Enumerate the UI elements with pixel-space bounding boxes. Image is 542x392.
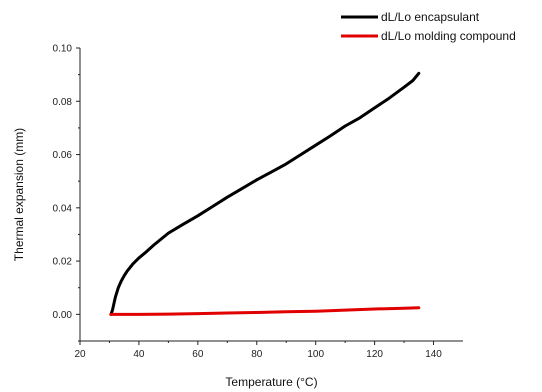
y-tick-label: 0.10 — [53, 44, 73, 55]
x-tick-label: 80 — [251, 349, 263, 360]
y-tick-label: 0.06 — [53, 150, 73, 161]
y-tick-label: 0.08 — [53, 97, 73, 108]
y-axis-title: Thermal expansion (mm) — [12, 128, 26, 261]
x-tick-label: 140 — [425, 349, 442, 360]
y-tick-label: 0.04 — [53, 203, 73, 214]
x-axis-title: Temperature (°C) — [225, 375, 317, 389]
legend: dL/Lo encapsulant dL/Lo molding compound — [341, 10, 516, 43]
x-tick-label: 20 — [74, 349, 86, 360]
legend-label: dL/Lo molding compound — [381, 29, 516, 43]
series-line — [109, 71, 421, 316]
x-tick-label: 100 — [307, 349, 324, 360]
legend-label: dL/Lo encapsulant — [381, 10, 480, 24]
plot-frame — [79, 48, 463, 342]
x-tick-label: 60 — [192, 349, 204, 360]
x-tick-label: 40 — [133, 349, 145, 360]
x-tick-label: 120 — [366, 349, 383, 360]
y-tick-label: 0.02 — [53, 257, 73, 268]
series-line — [109, 306, 421, 316]
series-layer — [109, 71, 421, 316]
x-axis: 20 40 60 80 100 120 140 — [74, 341, 442, 360]
y-axis: 0.00 0.02 0.04 0.06 0.08 0.10 — [53, 44, 80, 342]
y-tick-label: 0.00 — [53, 310, 73, 321]
